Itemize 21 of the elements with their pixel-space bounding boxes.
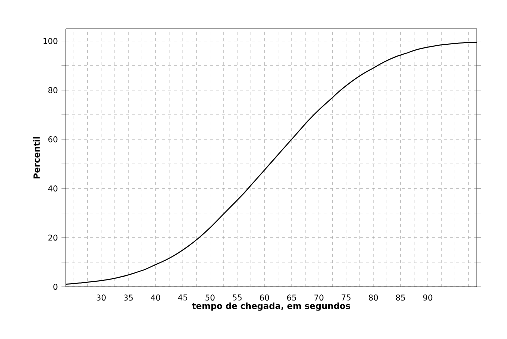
y-tick-label: 40 (48, 186, 58, 192)
x-tick-label: 55 (233, 294, 242, 301)
y-tick-label: 80 (48, 87, 58, 94)
x-axis-title: tempo de chegada, em segundos (192, 302, 350, 311)
x-tick-label: 85 (396, 294, 406, 301)
x-tick-label: 75 (342, 294, 351, 301)
x-tick-label: 60 (260, 294, 270, 301)
y-tick-label: 100 (44, 38, 58, 44)
y-axis-title: Percentil (33, 137, 40, 179)
y-tick-label: 60 (48, 136, 58, 143)
x-tick-label: 30 (96, 294, 106, 301)
y-tick-label: 0 (54, 284, 58, 290)
x-tick-label: 40 (151, 294, 160, 301)
x-tick-label: 70 (314, 294, 324, 301)
x-tick-label: 90 (423, 294, 433, 301)
x-tick-label: 50 (206, 294, 215, 301)
x-tick-label: 80 (369, 294, 378, 301)
x-tick-label: 35 (124, 294, 133, 301)
y-tick-label: 20 (48, 234, 58, 241)
x-tick-label: 65 (287, 294, 296, 301)
x-tick-label: 45 (178, 294, 188, 301)
